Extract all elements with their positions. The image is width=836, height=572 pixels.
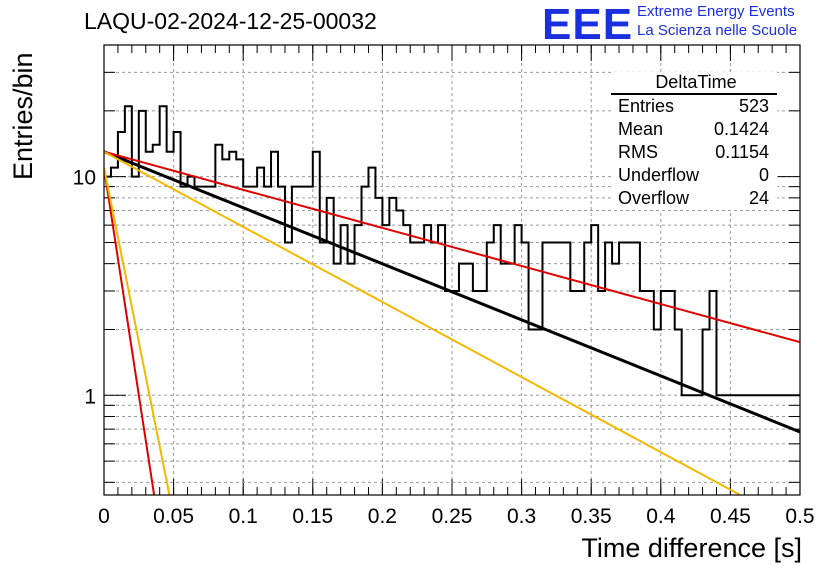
x-tick-label: 0.45 [710, 505, 751, 528]
y-axis-label: Entries/bin [8, 52, 38, 180]
plot-title: LAQU-02-2024-12-25-00032 [84, 8, 377, 34]
stats-label: RMS [618, 142, 658, 162]
logo-caption-line1: Extreme Energy Events [637, 3, 795, 20]
x-tick-label: 0.1 [229, 505, 258, 528]
stats-value: 0.1424 [713, 119, 769, 139]
x-tick-label: 0.05 [153, 505, 194, 528]
logo-caption: Extreme Energy Events La Scienza nelle S… [637, 2, 797, 40]
eee-logo: EEE [542, 0, 634, 49]
stats-label: Mean [618, 119, 664, 139]
stats-box: DeltaTime Entries 523 Mean 0.1424 RMS 0.115… [611, 72, 777, 210]
x-tick-label: 0.2 [368, 505, 397, 528]
fit-line [104, 150, 800, 344]
x-tick-label: 0.3 [507, 505, 536, 528]
x-tick-label: 0.25 [432, 505, 473, 528]
stats-value: 24 [748, 188, 769, 208]
x-tick-label: 0.5 [785, 505, 814, 528]
stats-value: 523 [738, 96, 769, 116]
x-axis-label: Time difference [s] [581, 533, 802, 563]
x-tick-label: 0.15 [292, 505, 333, 528]
fit-line [104, 167, 156, 495]
stats-value: 0 [758, 165, 769, 185]
histogram-outline [104, 105, 800, 397]
logo-caption-line2: La Scienza nelle Scuole [637, 22, 798, 39]
stats-row: RMS 0.1154 [611, 141, 777, 164]
fit-line [104, 150, 800, 434]
plot-frame [103, 44, 801, 496]
y-tick-label: 10 [73, 167, 96, 190]
stats-row: Overflow 24 [611, 187, 777, 210]
x-tick-label: 0.4 [646, 505, 676, 528]
x-tick-label: 0 [98, 505, 110, 528]
y-tick-label: 1 [84, 385, 96, 408]
stats-label: Entries [618, 96, 675, 116]
stats-label: Overflow [618, 188, 690, 208]
stats-row: Mean 0.1424 [611, 118, 777, 141]
stats-row: Underflow 0 [611, 164, 777, 187]
x-tick-label: 0.35 [571, 505, 612, 528]
stats-title: DeltaTime [611, 72, 777, 95]
fit-line [104, 167, 171, 495]
stats-label: Underflow [618, 165, 700, 185]
stats-value: 0.1154 [715, 142, 769, 162]
fit-line [104, 150, 741, 495]
stats-row: Entries 523 [611, 95, 777, 118]
